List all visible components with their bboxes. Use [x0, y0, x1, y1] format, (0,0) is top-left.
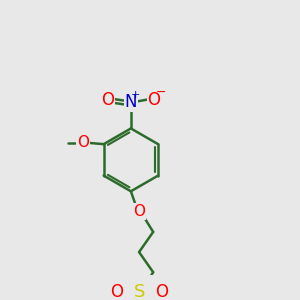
Text: S: S [134, 284, 145, 300]
Text: +: + [131, 90, 140, 100]
Text: O: O [148, 91, 160, 109]
Text: −: − [155, 86, 166, 99]
Text: O: O [77, 135, 89, 150]
Text: O: O [110, 284, 123, 300]
Text: O: O [155, 284, 168, 300]
Text: O: O [101, 91, 114, 109]
Text: N: N [124, 94, 137, 112]
Text: O: O [133, 204, 145, 219]
